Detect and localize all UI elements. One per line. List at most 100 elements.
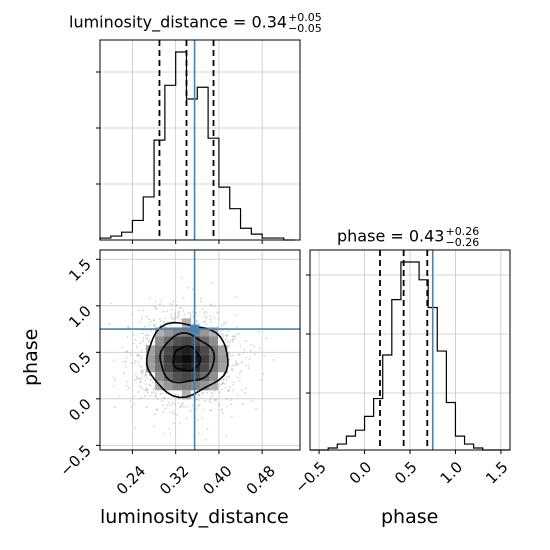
luminosity-distance-panel-background: [100, 40, 300, 240]
density-cell: [172, 381, 182, 391]
scatter-point: [198, 394, 201, 397]
scatter-point: [173, 318, 176, 321]
scatter-point: [138, 377, 141, 380]
scatter-point: [140, 358, 143, 360]
scatter-point: [150, 392, 153, 394]
scatter-point: [113, 377, 116, 379]
luminosity-distance-title-lower: −0.05: [288, 22, 322, 35]
scatter-point: [145, 315, 148, 318]
scatter-point: [177, 398, 180, 400]
scatter-point: [136, 377, 139, 379]
scatter-point: [114, 406, 116, 409]
scatter-point: [196, 319, 198, 322]
scatter-point: [191, 311, 194, 313]
scatter-point: [238, 372, 241, 375]
scatter-point: [166, 310, 169, 312]
scatter-point: [169, 432, 172, 435]
scatter-point: [201, 308, 204, 311]
scatter-point: [235, 326, 238, 329]
scatter-point: [226, 341, 228, 344]
scatter-point: [148, 383, 151, 386]
scatter-point: [137, 354, 140, 356]
scatter-point: [188, 311, 190, 314]
density-cell: [163, 345, 173, 355]
scatter-point: [198, 405, 201, 407]
density-cell: [208, 363, 218, 373]
scatter-point: [145, 383, 147, 385]
scatter-point: [241, 403, 244, 406]
scatter-point: [145, 388, 148, 391]
scatter-point: [126, 380, 129, 383]
density-cell: [145, 363, 155, 373]
scatter-point: [216, 312, 219, 314]
scatter-point: [232, 335, 235, 338]
scatter-point: [140, 355, 143, 358]
density-cell: [154, 345, 164, 355]
scatter-point: [239, 345, 242, 347]
scatter-point: [144, 395, 146, 397]
scatter-point: [149, 329, 152, 332]
scatter-point: [192, 395, 195, 398]
scatter-point: [241, 389, 244, 391]
scatter-point: [229, 403, 232, 406]
scatter-point: [146, 337, 149, 340]
scatter-point: [136, 346, 138, 348]
scatter-point: [155, 393, 158, 395]
scatter-point: [225, 335, 228, 338]
scatter-point: [182, 297, 185, 300]
scatter-point: [130, 406, 133, 408]
scatter-point: [213, 399, 215, 402]
density-cell: [172, 327, 182, 337]
scatter-point: [222, 322, 225, 325]
scatter-point: [227, 390, 230, 392]
scatter-point: [167, 401, 170, 404]
scatter-point: [127, 387, 130, 390]
density-cell: [163, 363, 173, 373]
scatter-point: [145, 387, 147, 390]
scatter-point: [174, 314, 177, 317]
density-cell: [181, 372, 191, 382]
scatter-point: [148, 323, 151, 326]
scatter-point: [183, 406, 185, 408]
scatter-point: [227, 375, 230, 378]
density-cell: [208, 372, 218, 382]
scatter-point: [148, 341, 151, 343]
scatter-point: [206, 391, 209, 394]
scatter-point: [144, 375, 147, 377]
scatter-point: [176, 316, 179, 318]
scatter-point: [221, 381, 224, 384]
scatter-point: [196, 407, 199, 410]
scatter-point: [173, 412, 176, 415]
scatter-point: [245, 387, 248, 390]
scatter-point: [143, 325, 146, 328]
scatter-point: [121, 346, 124, 349]
scatter-point: [154, 394, 157, 397]
scatter-point: [154, 305, 156, 308]
scatter-point: [169, 404, 172, 406]
scatter-point: [138, 321, 141, 323]
scatter-point: [152, 389, 155, 391]
scatter-point: [227, 389, 230, 392]
scatter-point: [134, 373, 137, 375]
scatter-point: [249, 349, 252, 352]
scatter-point: [171, 308, 173, 311]
scatter-point: [197, 403, 200, 406]
scatter-point: [235, 296, 238, 298]
scatter-point: [142, 337, 145, 339]
scatter-point: [191, 288, 194, 291]
density-cell: [154, 336, 164, 346]
density-cell: [199, 381, 209, 391]
scatter-point: [181, 403, 184, 405]
scatter-point: [174, 403, 176, 405]
scatter-point: [166, 321, 169, 324]
scatter-point: [217, 318, 220, 321]
scatter-point: [230, 339, 232, 342]
density-cell: [190, 381, 200, 391]
scatter-point: [148, 297, 151, 300]
scatter-point: [125, 360, 127, 363]
scatter-point: [176, 414, 179, 416]
scatter-point: [221, 382, 224, 385]
scatter-point: [159, 324, 162, 327]
scatter-point: [235, 360, 237, 363]
scatter-point: [126, 350, 129, 353]
